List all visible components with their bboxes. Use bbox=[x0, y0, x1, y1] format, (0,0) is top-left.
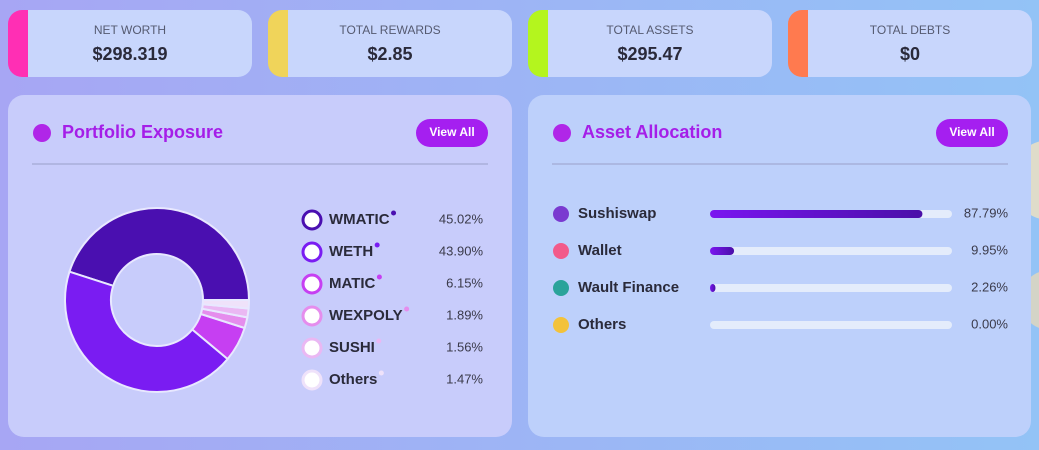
bar-track bbox=[710, 247, 952, 255]
card bbox=[288, 10, 512, 77]
token-dot bbox=[376, 274, 382, 280]
token-dot bbox=[378, 370, 384, 376]
asset-name: Wault Finance bbox=[578, 279, 679, 296]
card bbox=[808, 10, 1032, 77]
card bbox=[28, 10, 252, 77]
token-percent: 45.02% bbox=[439, 211, 484, 226]
card-label: TOTAL ASSETS bbox=[606, 23, 693, 37]
token-icon bbox=[301, 241, 323, 263]
card-fill bbox=[548, 10, 568, 77]
token-icon bbox=[301, 305, 323, 327]
card-value: $0 bbox=[900, 44, 920, 64]
card-label: TOTAL REWARDS bbox=[339, 23, 440, 37]
bar-track bbox=[710, 284, 952, 292]
card-fill bbox=[288, 10, 308, 77]
token-dot bbox=[391, 210, 397, 216]
card-value: $295.47 bbox=[617, 44, 682, 64]
asset-icon bbox=[553, 280, 569, 296]
asset-icon bbox=[553, 206, 569, 222]
asset-percent: 2.26% bbox=[971, 279, 1008, 294]
view-all-button[interactable] bbox=[936, 119, 1008, 147]
donut-segment bbox=[68, 207, 251, 301]
panel-icon bbox=[33, 124, 51, 142]
token-percent: 1.89% bbox=[446, 307, 483, 322]
token-icon bbox=[301, 273, 323, 295]
token-icon bbox=[301, 369, 323, 391]
token-name: WEXPOLY bbox=[329, 307, 403, 324]
asset-icon bbox=[553, 243, 569, 259]
panel-title: Portfolio Exposure bbox=[62, 122, 223, 142]
view-all-label[interactable]: View All bbox=[429, 125, 474, 139]
bar bbox=[710, 247, 735, 255]
token-name: Others bbox=[329, 371, 377, 388]
token-icon bbox=[301, 337, 323, 359]
view-all-label[interactable]: View All bbox=[949, 125, 994, 139]
asset-percent: 9.95% bbox=[971, 242, 1008, 257]
token-name: SUSHI bbox=[329, 339, 375, 356]
bar-track bbox=[710, 321, 952, 329]
donut-segment bbox=[64, 270, 230, 393]
token-percent: 1.56% bbox=[446, 339, 483, 354]
token-name: WMATIC bbox=[329, 211, 390, 228]
view-all-button[interactable] bbox=[416, 119, 488, 147]
card-label: NET WORTH bbox=[94, 23, 166, 37]
asset-name: Wallet bbox=[578, 242, 622, 259]
asset-percent: 87.79% bbox=[964, 205, 1009, 220]
asset-name: Others bbox=[578, 316, 626, 333]
panel-icon bbox=[553, 124, 571, 142]
asset-icon bbox=[553, 317, 569, 333]
token-percent: 1.47% bbox=[446, 371, 483, 386]
token-percent: 6.15% bbox=[446, 275, 483, 290]
bar bbox=[710, 210, 923, 218]
asset-name: Sushiswap bbox=[578, 205, 656, 222]
donut-segment bbox=[201, 299, 251, 310]
token-dot bbox=[376, 338, 382, 344]
card bbox=[548, 10, 772, 77]
card-value: $298.319 bbox=[92, 44, 167, 64]
panel-title: Asset Allocation bbox=[582, 122, 722, 142]
token-name: WETH bbox=[329, 243, 373, 260]
bar bbox=[710, 284, 716, 292]
asset-percent: 0.00% bbox=[971, 316, 1008, 331]
token-name: MATIC bbox=[329, 275, 376, 292]
card-fill bbox=[808, 10, 828, 77]
card-label: TOTAL DEBTS bbox=[870, 23, 950, 37]
panel bbox=[528, 95, 1031, 437]
card-value: $2.85 bbox=[367, 44, 412, 64]
card-fill bbox=[28, 10, 48, 77]
token-dot bbox=[404, 306, 410, 312]
token-icon bbox=[301, 209, 323, 231]
token-percent: 43.90% bbox=[439, 243, 484, 258]
token-dot bbox=[374, 242, 380, 248]
